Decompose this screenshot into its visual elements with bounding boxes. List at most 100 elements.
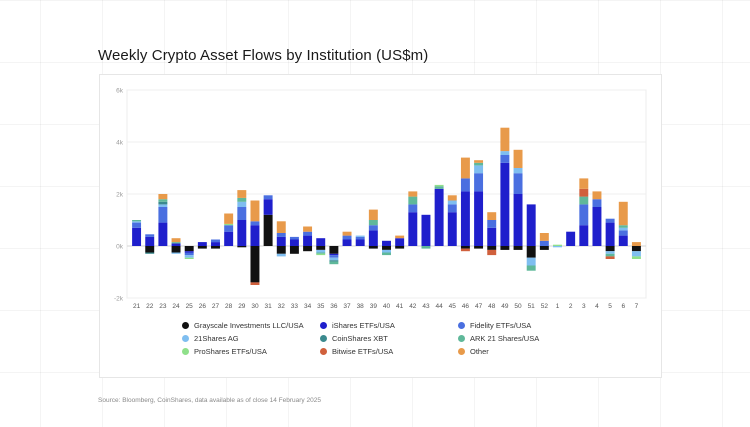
bar-segment: [132, 222, 142, 228]
bar-segment: [434, 186, 444, 189]
bar-segment: [184, 257, 194, 259]
bar-segment: [579, 204, 589, 226]
x-tick-label: 46: [462, 303, 470, 310]
bars: [132, 127, 641, 285]
legend-swatch: [320, 322, 327, 329]
bar-segment: [224, 213, 234, 224]
x-tick-label: 36: [330, 303, 338, 310]
bar-segment: [605, 246, 615, 252]
bar-stack: [408, 191, 418, 246]
bar-stack: [592, 191, 602, 246]
bar-segment: [316, 252, 326, 254]
bar-segment: [289, 239, 299, 246]
legend-label: Other: [470, 347, 489, 356]
bar-segment: [368, 246, 378, 249]
x-tick-label: 25: [186, 303, 194, 310]
x-tick-label: 41: [396, 303, 404, 310]
bar-segment: [474, 173, 484, 192]
bar-segment: [434, 188, 444, 246]
x-tick-label: 50: [514, 303, 522, 310]
bar-segment: [289, 236, 299, 240]
x-tick-label: 21: [133, 303, 141, 310]
legend: Grayscale Investments LLC/USA iShares ETF…: [182, 321, 602, 356]
bar-segment: [342, 231, 352, 236]
bar-stack: [434, 184, 444, 246]
bar-segment: [303, 246, 313, 252]
x-tick-label: 2: [569, 303, 573, 310]
bar-segment: [553, 246, 562, 248]
bar-segment: [460, 191, 470, 246]
bar-segment: [592, 207, 602, 246]
bar-segment: [211, 239, 220, 243]
bar-segment: [474, 246, 484, 249]
x-tick-label: 48: [488, 303, 496, 310]
y-tick-label: 0k: [116, 244, 124, 251]
bar-stack: [224, 213, 234, 246]
bar-stack: [171, 238, 181, 254]
bar-segment: [158, 201, 168, 205]
bar-segment: [382, 249, 391, 253]
bar-segment: [460, 246, 470, 249]
x-tick-label: 27: [212, 303, 220, 310]
bar-segment: [145, 246, 155, 253]
bar-segment: [526, 265, 536, 271]
bar-segment: [618, 227, 628, 231]
x-tick-label: 24: [172, 303, 180, 310]
bar-segment: [487, 246, 497, 250]
bar-segment: [631, 256, 641, 259]
bar-segment: [329, 257, 339, 261]
bar-stack: [513, 149, 523, 250]
bar-segment: [237, 190, 247, 198]
x-tick-label: 39: [370, 303, 378, 310]
bar-segment: [382, 252, 391, 256]
bar-segment: [500, 162, 510, 246]
bar-segment: [145, 234, 155, 237]
bar-segment: [408, 196, 418, 205]
legend-label: ARK 21 Shares/USA: [470, 334, 540, 343]
bar-stack: [158, 194, 168, 246]
y-tick-label: -2k: [114, 296, 124, 303]
legend-label: iShares ETFs/USA: [332, 321, 395, 330]
bar-stack: [289, 236, 299, 254]
y-tick-label: 2k: [116, 192, 124, 199]
legend-swatch: [320, 335, 327, 342]
bar-segment: [579, 225, 589, 246]
x-tick-label: 4: [595, 303, 599, 310]
bar-segment: [184, 255, 194, 258]
legend-label: Grayscale Investments LLC/USA: [194, 321, 304, 330]
bar-segment: [263, 195, 273, 200]
legend-swatch: [458, 322, 465, 329]
x-tick-label: 43: [422, 303, 430, 310]
bar-stack: [618, 201, 628, 246]
bar-segment: [250, 221, 260, 226]
bar-segment: [605, 253, 615, 257]
bar-segment: [329, 253, 339, 256]
legend-label: 21Shares AG: [194, 334, 239, 343]
bar-segment: [250, 225, 260, 246]
x-tick-label: 3: [582, 303, 586, 310]
bar-segment: [513, 149, 523, 168]
bar-segment: [224, 231, 234, 246]
bar-segment: [553, 244, 562, 246]
bar-segment: [224, 225, 234, 232]
bar-segment: [579, 178, 589, 189]
x-tick-label: 49: [501, 303, 509, 310]
bar-segment: [237, 246, 247, 248]
bar-segment: [487, 227, 497, 246]
bar-segment: [631, 251, 641, 257]
x-tick-label: 51: [528, 303, 536, 310]
bar-segment: [211, 246, 220, 249]
x-tick-label: 40: [383, 303, 391, 310]
bar-segment: [474, 162, 484, 166]
bar-segment: [605, 222, 615, 246]
bar-segment: [487, 220, 497, 228]
bar-segment: [342, 239, 352, 246]
bar-segment: [447, 200, 457, 205]
bar-segment: [474, 160, 484, 163]
legend-swatch: [320, 348, 327, 355]
x-tick-label: 42: [409, 303, 417, 310]
bar-stack: [395, 235, 405, 249]
bar-stack: [579, 178, 589, 246]
bar-segment: [618, 235, 628, 246]
y-tick-label: 6k: [116, 88, 124, 95]
